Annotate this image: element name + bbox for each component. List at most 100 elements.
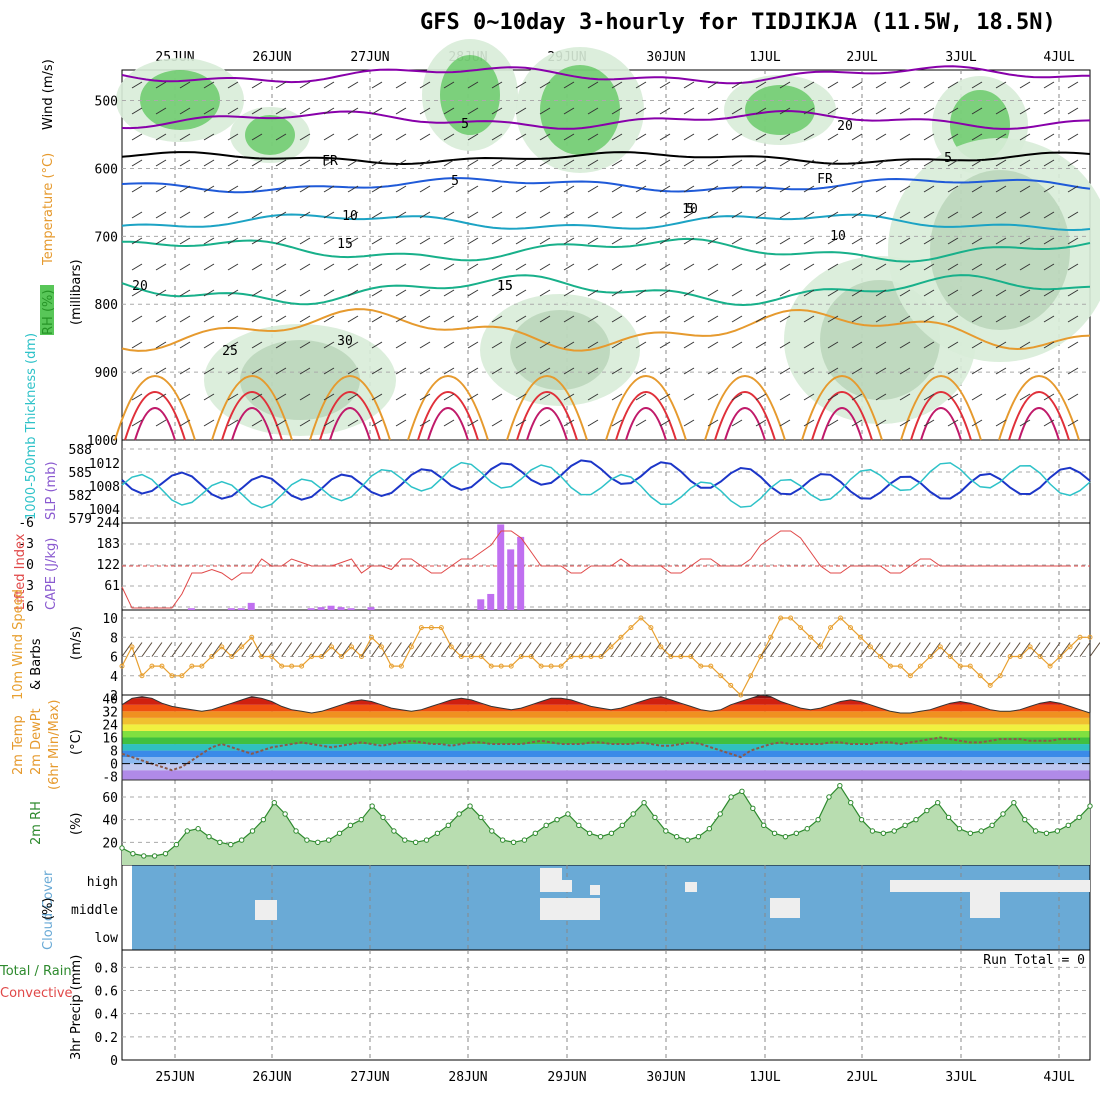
- wind-speed-point: [159, 663, 165, 669]
- rh-area: [930, 170, 1070, 330]
- wind-barb: [443, 159, 455, 167]
- wind-barb: [275, 159, 287, 167]
- wind-barb: [923, 81, 935, 89]
- wind-barb: [995, 341, 1007, 349]
- wind-barb: [299, 159, 311, 167]
- wind-speed-point: [259, 654, 265, 659]
- wind-barb: [731, 315, 743, 323]
- wind-barb-10m: [710, 642, 722, 657]
- wind-barb: [251, 367, 263, 375]
- wind-barb: [635, 419, 647, 427]
- wind-barb: [419, 315, 431, 323]
- wind-barb: [635, 315, 647, 323]
- wind-barb: [323, 107, 335, 115]
- wind-speed-point: [967, 663, 973, 669]
- cloud-block: [560, 880, 572, 892]
- wind-barb: [587, 315, 599, 323]
- wind-barb: [443, 315, 455, 323]
- wind-barb: [923, 341, 935, 349]
- wind-barb-10m: [1089, 642, 1100, 657]
- wind-barb-10m: [121, 642, 133, 657]
- wind-barb: [947, 263, 959, 271]
- wind-barb: [419, 341, 431, 349]
- surface-temp-contour: [900, 375, 982, 441]
- wind-barb: [155, 341, 167, 349]
- wind-barb-10m: [410, 642, 422, 657]
- wind-barb: [995, 185, 1007, 193]
- wind-barb: [779, 133, 791, 141]
- contour-label: 25: [222, 344, 238, 359]
- rh-point: [445, 822, 451, 829]
- wind-barb: [563, 393, 575, 401]
- wind-barb: [563, 315, 575, 323]
- precip-tick: 0.6: [95, 985, 118, 1000]
- wind-barb: [803, 211, 815, 219]
- wind-barb: [755, 211, 767, 219]
- wind-barb: [947, 289, 959, 297]
- wind-barb: [1019, 185, 1031, 193]
- wind-barb: [611, 211, 623, 219]
- rh-point: [880, 830, 887, 836]
- run-total-label: Run Total = 0: [983, 953, 1085, 968]
- wind-barb-10m: [391, 642, 402, 657]
- wind-barb: [395, 289, 407, 297]
- wind-barb: [395, 341, 407, 349]
- wind-barb: [491, 107, 503, 115]
- temperature-contour: [121, 213, 1091, 232]
- rh-point: [586, 830, 593, 836]
- wind-speed-point: [648, 625, 654, 631]
- surface-temp-contour: [605, 375, 687, 441]
- wind-barb: [179, 341, 191, 349]
- wind-barb: [563, 237, 575, 245]
- wind-barb: [731, 211, 743, 219]
- cloud-block: [540, 898, 600, 920]
- wind-speed-point: [808, 634, 814, 640]
- wind-barb: [179, 419, 191, 427]
- wind-barb: [227, 81, 239, 89]
- cape-bar: [337, 607, 345, 610]
- wind-barb: [827, 263, 839, 271]
- contour-label: 30: [337, 334, 353, 349]
- wind-speed-point: [718, 673, 724, 679]
- wind-barb-10m: [271, 642, 283, 657]
- wind-barb-10m: [450, 642, 462, 657]
- wind-axis-label: Wind (m/s): [41, 59, 56, 130]
- wind-speed-point: [818, 644, 824, 650]
- surface-temp-contour: [714, 391, 776, 441]
- wind-barb: [131, 315, 143, 323]
- wind-barb: [947, 393, 959, 401]
- wind-barb: [875, 341, 887, 349]
- wind-speed-point: [149, 663, 155, 669]
- wind-barb: [971, 393, 983, 401]
- wind-speed-point: [558, 663, 564, 669]
- wind-barb: [731, 133, 743, 141]
- wind-barb-10m: [371, 642, 382, 657]
- date-label-top: 3JUL: [945, 50, 976, 65]
- wind-barb: [611, 341, 623, 349]
- rh-point: [391, 828, 397, 834]
- wind-barb: [1019, 133, 1031, 141]
- date-label-bottom: 27JUN: [350, 1070, 389, 1085]
- wind-barb-10m: [500, 642, 512, 657]
- wind-barb: [275, 107, 287, 115]
- wind-speed-point: [388, 663, 394, 669]
- temp-unit-label: (°C): [69, 729, 84, 755]
- wind-speed-point: [638, 615, 644, 621]
- wind-barb: [1019, 159, 1031, 167]
- wind-barb-10m: [570, 642, 582, 657]
- wind-speed-point: [428, 625, 434, 631]
- wind-barb: [251, 393, 263, 401]
- wind-barb-10m: [470, 642, 482, 657]
- wind-barb: [587, 289, 599, 297]
- wind-barb: [611, 81, 623, 89]
- wind-barb: [827, 367, 839, 375]
- wind-barb: [947, 159, 959, 167]
- wind-barb: [659, 159, 671, 167]
- wind-barb-10m: [331, 642, 342, 657]
- rh-point: [456, 811, 462, 817]
- pressure-tick: 700: [95, 230, 118, 245]
- wind-barb: [611, 315, 623, 323]
- wind-barb: [1067, 81, 1079, 89]
- wind-barb: [851, 263, 863, 271]
